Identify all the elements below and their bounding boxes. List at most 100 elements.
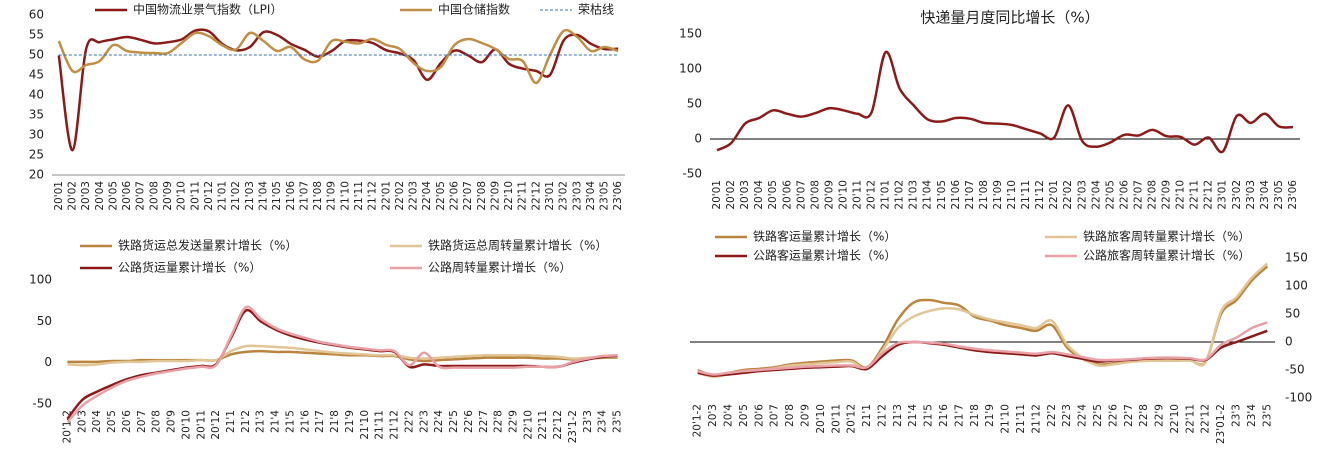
x-tick-label: 20'7 [769,404,781,427]
x-tick-label: 21'08 [978,180,990,210]
x-tick-label: 22'03 [1076,180,1088,210]
x-tick-label: 21'10 [359,410,371,440]
y-tick-label: 25 [29,148,44,162]
y-tick-label: 50 [37,314,52,328]
legend-label: 铁路货运总周转量累计增长（%） [428,238,607,253]
x-tick-label: 21'9 [984,404,996,427]
x-tick-label: 20'7 [136,410,148,433]
x-tick-label: 21'1 [225,410,237,433]
x-tick-label: 21'11 [1015,404,1027,434]
x-tick-label: 23'02 [1231,180,1243,210]
x-tick-label: 20'6 [121,410,133,433]
x-tick-label: 20'12 [846,404,858,434]
x-tick-label: 21'7 [314,410,326,433]
x-tick-label: 20'07 [795,180,807,210]
series-line [716,50,1294,154]
x-tick-label: 22'11 [1184,404,1196,434]
x-tick-label: 23'5 [1261,404,1273,427]
x-tick-label: 22'04 [421,181,433,211]
x-tick-label: 21'8 [969,404,981,427]
x-tick-label: 20'12 [210,410,222,440]
y-tick-label: -50 [682,167,702,181]
x-tick-label: 21'10 [339,181,351,211]
x-tick-label: 22'10 [503,181,515,211]
x-tick-label: 20'5 [106,410,118,433]
x-tick-label: 22'05 [1104,180,1116,210]
legend-label: 荣枯线 [578,2,614,17]
x-tick-label: 21'1 [861,404,873,427]
x-tick-label: 23'01-2 [1215,404,1227,444]
x-tick-label: 21'5 [923,404,935,427]
y-tick-label: 55 [29,28,44,42]
x-tick-label: 21'09 [326,181,338,211]
x-tick-label: 20'11 [852,180,864,210]
series-line [66,308,618,420]
x-tick-label: 21'03 [908,180,920,210]
x-tick-label: 22'09 [1161,180,1173,210]
x-tick-label: 20'3 [707,404,719,427]
series-line [57,28,619,152]
series-line [697,262,1269,378]
x-tick-label: 22'5 [1092,404,1104,427]
series-line [697,321,1268,376]
x-tick-label: 22'01 [380,181,392,211]
x-tick-label: 20'02 [66,181,78,211]
x-tick-label: 21'11 [374,410,386,440]
legend-label: 公路货运量累计增长（%） [118,260,261,275]
x-tick-label: 22'12 [1200,404,1212,434]
x-tick-label: 21'6 [299,410,311,433]
x-tick-label: 21'02 [894,180,906,210]
x-tick-label: 22'11 [517,181,529,211]
y-tick-label: 20 [29,168,44,182]
x-tick-label: 20'10 [837,180,849,210]
y-tick-label: 45 [29,68,44,82]
chart-title: 快递量月度同比增长（%） [920,9,1099,27]
y-tick-label: 0 [1285,335,1293,349]
y-tick-label: 0 [44,355,52,369]
x-tick-label: 20'4 [91,410,103,433]
x-tick-label: 20'9 [166,410,178,433]
x-tick-label: 21'12 [1034,180,1046,210]
x-tick-label: 20'10 [176,181,188,211]
x-tick-label: 21'04 [922,180,934,210]
x-tick-label: 21'08 [312,181,324,211]
x-tick-label: 23'05 [1273,180,1285,210]
x-tick-label: 22'08 [476,181,488,211]
x-tick-label: 21'2 [240,410,252,433]
x-tick-label: 22'4 [1077,404,1089,427]
series-line [67,344,618,367]
y-tick-label: 150 [679,27,702,41]
y-tick-label: 100 [1285,279,1308,293]
x-tick-label: 21'3 [255,410,267,433]
legend-label: 公路客运量累计增长（%） [753,248,896,263]
x-tick-label: 23'1-2 [567,410,579,443]
x-tick-label: 22'12 [530,181,542,211]
x-tick-label: 23'06 [1287,180,1299,210]
x-tick-label: 23'01 [1217,180,1229,210]
y-tick-label: 50 [1285,307,1300,321]
x-tick-label: 21'03 [244,181,256,211]
x-tick-label: 20'9 [799,404,811,427]
x-tick-label: 23'05 [599,181,611,211]
x-tick-label: 21'05 [271,181,283,211]
x-tick-label: 22'6 [463,410,475,433]
y-tick-label: 100 [29,273,52,287]
x-tick-label: 20'1-2 [692,404,704,437]
x-tick-label: 22'3 [418,410,430,433]
x-tick-label: 20'09 [162,181,174,211]
legend-label: 铁路旅客周转量累计增长（%） [1083,229,1250,244]
y-tick-label: -100 [1285,391,1312,405]
x-tick-label: 22'2 [1046,404,1058,427]
x-tick-label: 23'04 [1259,180,1271,210]
x-tick-label: 22'10 [1175,180,1187,210]
x-tick-label: 20'07 [135,181,147,211]
x-tick-label: 20'11 [830,404,842,434]
x-tick-label: 22'06 [448,181,460,211]
x-tick-label: 20'05 [107,181,119,211]
x-tick-label: 20'02 [725,180,737,210]
x-tick-label: 21'07 [298,181,310,211]
x-tick-label: 21'6 [938,404,950,427]
x-tick-label: 23'03 [1245,180,1257,210]
legend-label: 公路旅客周转量累计增长（%） [1083,248,1250,263]
